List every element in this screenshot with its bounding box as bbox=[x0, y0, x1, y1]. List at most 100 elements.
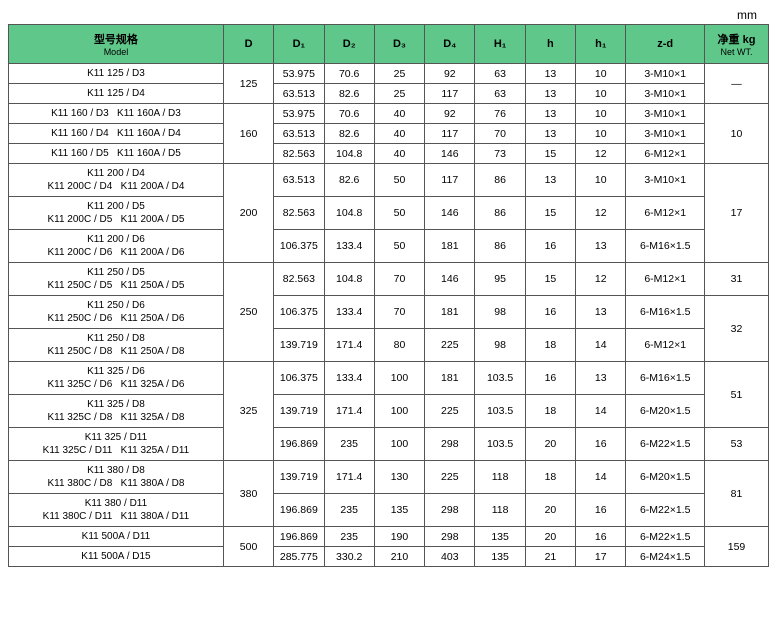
cell-h: 15 bbox=[525, 197, 575, 230]
cell-H1: 76 bbox=[475, 104, 525, 124]
col-wt: 净重 kg Net WT. bbox=[705, 25, 769, 64]
table-row: K11 325 / D11K11 325C / D11 K11 325A / D… bbox=[9, 428, 769, 461]
cell-h1: 10 bbox=[576, 64, 626, 84]
col-D: D bbox=[223, 25, 273, 64]
cell-h1: 10 bbox=[576, 84, 626, 104]
table-header: 型号规格 Model D D₁ D₂ D₃ D₄ H₁ h h₁ z-d 净重 … bbox=[9, 25, 769, 64]
cell-D2: 171.4 bbox=[324, 329, 374, 362]
cell-D4: 181 bbox=[425, 230, 475, 263]
cell-H1: 63 bbox=[475, 84, 525, 104]
cell-model: K11 250 / D8K11 250C / D8 K11 250A / D8 bbox=[9, 329, 224, 362]
cell-D1: 106.375 bbox=[274, 362, 324, 395]
cell-H1: 135 bbox=[475, 527, 525, 547]
cell-model: K11 160 / D3 K11 160A / D3 bbox=[9, 104, 224, 124]
spec-table: 型号规格 Model D D₁ D₂ D₃ D₄ H₁ h h₁ z-d 净重 … bbox=[8, 24, 769, 567]
cell-D: 200 bbox=[223, 164, 273, 263]
cell-h: 18 bbox=[525, 329, 575, 362]
cell-zd: 6-M16×1.5 bbox=[626, 230, 705, 263]
cell-D4: 298 bbox=[425, 428, 475, 461]
cell-D2: 104.8 bbox=[324, 263, 374, 296]
cell-D2: 82.6 bbox=[324, 164, 374, 197]
cell-weight: 31 bbox=[705, 263, 769, 296]
cell-weight: 159 bbox=[705, 527, 769, 567]
cell-D3: 25 bbox=[374, 84, 424, 104]
cell-zd: 6-M12×1 bbox=[626, 263, 705, 296]
cell-h: 16 bbox=[525, 362, 575, 395]
cell-zd: 3-M10×1 bbox=[626, 124, 705, 144]
cell-H1: 103.5 bbox=[475, 362, 525, 395]
cell-zd: 6-M16×1.5 bbox=[626, 362, 705, 395]
cell-h: 16 bbox=[525, 230, 575, 263]
cell-weight: 81 bbox=[705, 461, 769, 527]
cell-zd: 6-M20×1.5 bbox=[626, 395, 705, 428]
cell-zd: 6-M16×1.5 bbox=[626, 296, 705, 329]
cell-D4: 181 bbox=[425, 362, 475, 395]
col-D1: D₁ bbox=[274, 25, 324, 64]
cell-D1: 53.975 bbox=[274, 64, 324, 84]
cell-D3: 40 bbox=[374, 124, 424, 144]
table-row: K11 125 / D312553.97570.625926313103-M10… bbox=[9, 64, 769, 84]
cell-H1: 63 bbox=[475, 64, 525, 84]
cell-h1: 12 bbox=[576, 197, 626, 230]
cell-D1: 196.869 bbox=[274, 428, 324, 461]
cell-D3: 130 bbox=[374, 461, 424, 494]
cell-D1: 82.563 bbox=[274, 197, 324, 230]
cell-D4: 117 bbox=[425, 84, 475, 104]
cell-h1: 16 bbox=[576, 494, 626, 527]
col-h: h bbox=[525, 25, 575, 64]
cell-h: 16 bbox=[525, 296, 575, 329]
cell-D2: 104.8 bbox=[324, 144, 374, 164]
col-h1: h₁ bbox=[576, 25, 626, 64]
cell-D2: 104.8 bbox=[324, 197, 374, 230]
cell-D3: 70 bbox=[374, 296, 424, 329]
cell-h: 20 bbox=[525, 494, 575, 527]
cell-D3: 40 bbox=[374, 144, 424, 164]
cell-h1: 10 bbox=[576, 164, 626, 197]
cell-h1: 14 bbox=[576, 461, 626, 494]
table-row: K11 200 / D4K11 200C / D4 K11 200A / D42… bbox=[9, 164, 769, 197]
table-row: K11 250 / D8K11 250C / D8 K11 250A / D8 1… bbox=[9, 329, 769, 362]
cell-H1: 103.5 bbox=[475, 395, 525, 428]
cell-D4: 298 bbox=[425, 494, 475, 527]
cell-D3: 70 bbox=[374, 263, 424, 296]
cell-D4: 92 bbox=[425, 64, 475, 84]
cell-weight: 17 bbox=[705, 164, 769, 263]
cell-H1: 70 bbox=[475, 124, 525, 144]
cell-zd: 6-M22×1.5 bbox=[626, 428, 705, 461]
cell-D4: 117 bbox=[425, 164, 475, 197]
cell-D4: 181 bbox=[425, 296, 475, 329]
cell-D: 125 bbox=[223, 64, 273, 104]
col-H1: H₁ bbox=[475, 25, 525, 64]
cell-H1: 95 bbox=[475, 263, 525, 296]
cell-D1: 63.513 bbox=[274, 164, 324, 197]
cell-model: K11 125 / D3 bbox=[9, 64, 224, 84]
cell-h: 13 bbox=[525, 124, 575, 144]
cell-D4: 146 bbox=[425, 263, 475, 296]
cell-h1: 13 bbox=[576, 230, 626, 263]
cell-D1: 63.513 bbox=[274, 124, 324, 144]
cell-weight: 53 bbox=[705, 428, 769, 461]
cell-D1: 285.775 bbox=[274, 547, 324, 567]
cell-h1: 13 bbox=[576, 296, 626, 329]
cell-model: K11 160 / D4 K11 160A / D4 bbox=[9, 124, 224, 144]
cell-h: 13 bbox=[525, 164, 575, 197]
cell-weight: — bbox=[705, 64, 769, 104]
cell-D1: 139.719 bbox=[274, 329, 324, 362]
cell-D: 250 bbox=[223, 263, 273, 362]
cell-D1: 139.719 bbox=[274, 461, 324, 494]
cell-H1: 103.5 bbox=[475, 428, 525, 461]
table-body: K11 125 / D312553.97570.625926313103-M10… bbox=[9, 64, 769, 567]
col-D4: D₄ bbox=[425, 25, 475, 64]
cell-D1: 82.563 bbox=[274, 263, 324, 296]
cell-D: 380 bbox=[223, 461, 273, 527]
cell-model: K11 200 / D5K11 200C / D5 K11 200A / D5 bbox=[9, 197, 224, 230]
cell-h1: 16 bbox=[576, 428, 626, 461]
cell-H1: 98 bbox=[475, 296, 525, 329]
cell-h: 21 bbox=[525, 547, 575, 567]
cell-D4: 403 bbox=[425, 547, 475, 567]
cell-model: K11 200 / D4K11 200C / D4 K11 200A / D4 bbox=[9, 164, 224, 197]
cell-H1: 118 bbox=[475, 461, 525, 494]
cell-model: K11 325 / D11K11 325C / D11 K11 325A / D… bbox=[9, 428, 224, 461]
cell-D: 500 bbox=[223, 527, 273, 567]
cell-D1: 53.975 bbox=[274, 104, 324, 124]
